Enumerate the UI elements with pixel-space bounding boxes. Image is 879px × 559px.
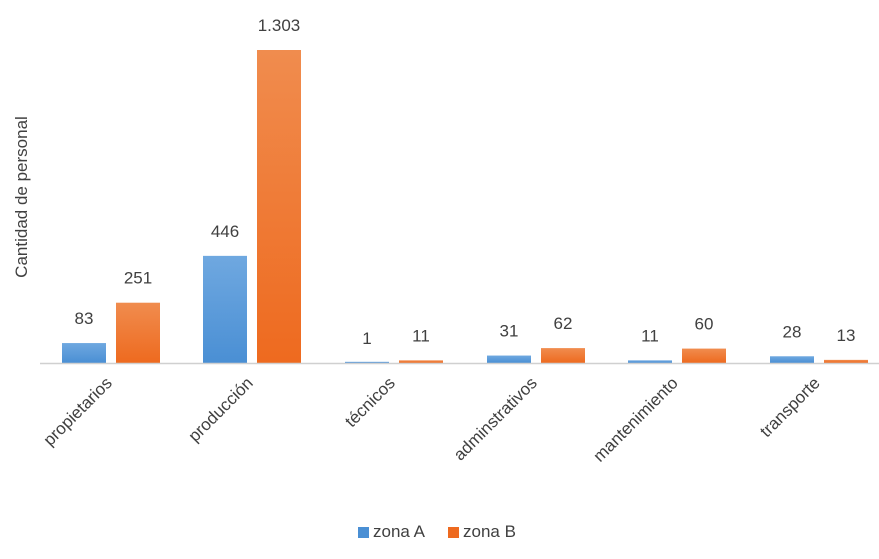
data-label: 28	[783, 322, 802, 341]
data-label: 11	[412, 326, 430, 345]
bar-zona-A-3	[487, 355, 531, 363]
data-label: 1	[362, 329, 371, 348]
data-label: 446	[211, 222, 239, 241]
legend-label: zona B	[463, 522, 516, 541]
bar-zona-A-5	[770, 356, 814, 363]
bar-zona-B-5	[824, 359, 868, 363]
x-tick-label: transporte	[756, 373, 824, 441]
bar-zona-B-3	[541, 348, 585, 363]
bar-zona-B-0	[116, 302, 160, 363]
legend-label: zona A	[373, 522, 426, 541]
x-tick-label: adminstrativos	[450, 373, 541, 464]
legend-swatch	[358, 527, 369, 538]
bar-zona-B-1	[257, 50, 301, 363]
data-label: 60	[695, 315, 714, 334]
bar-zona-A-0	[62, 343, 106, 363]
data-label: 13	[837, 326, 856, 345]
bar-zona-A-2	[345, 361, 389, 363]
y-axis-label: Cantidad de personal	[12, 116, 31, 278]
x-tick-label: técnicos	[341, 373, 399, 431]
x-tick-label: propietarios	[40, 373, 116, 449]
bar-zona-A-1	[203, 255, 247, 363]
bar-zona-A-4	[628, 360, 672, 363]
legend-swatch	[448, 527, 459, 538]
bar-zona-B-4	[682, 348, 726, 363]
data-label: 62	[554, 314, 573, 333]
bars	[62, 50, 868, 363]
data-label: 83	[75, 309, 94, 328]
x-tick-label: mantenimiento	[590, 373, 682, 465]
data-label: 1.303	[258, 16, 301, 35]
data-label: 11	[641, 326, 659, 345]
x-tick-labels: propietarios producción técnicos adminstrat…	[40, 373, 824, 465]
x-tick-label: producción	[185, 373, 257, 445]
bar-zona-B-2	[399, 360, 443, 363]
legend: zona A zona B	[358, 522, 516, 541]
data-label: 251	[124, 269, 152, 288]
data-label: 31	[500, 322, 519, 341]
